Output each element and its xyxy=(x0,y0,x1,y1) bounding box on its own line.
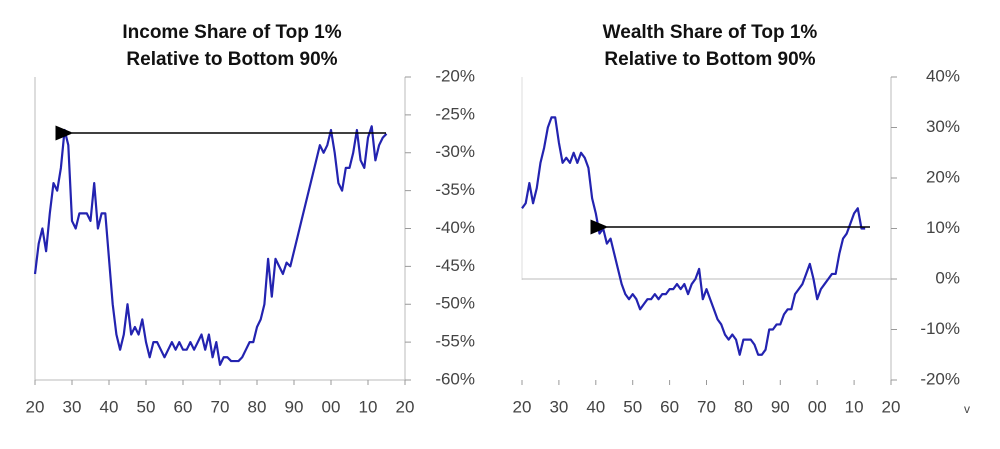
x-tick-label: 20 xyxy=(396,397,415,416)
x-tick-label: 70 xyxy=(697,397,716,416)
y-tick-label: 30% xyxy=(926,117,960,136)
x-tick-label: 20 xyxy=(882,397,901,416)
x-tick-label: 40 xyxy=(586,397,605,416)
y-tick-label: -35% xyxy=(435,180,475,199)
data-line xyxy=(521,116,866,356)
y-tick-label: 10% xyxy=(926,218,960,237)
y-tick-label: 40% xyxy=(926,66,960,85)
x-tick-label: 80 xyxy=(248,397,267,416)
y-tick-label: -30% xyxy=(435,142,475,161)
x-tick-label: 80 xyxy=(734,397,753,416)
y-tick-label: -40% xyxy=(435,218,475,237)
x-tick-label: 50 xyxy=(137,397,156,416)
x-tick-label: 60 xyxy=(174,397,193,416)
x-tick-label: 00 xyxy=(322,397,341,416)
y-tick-label: -50% xyxy=(435,294,475,313)
x-tick-label: 30 xyxy=(549,397,568,416)
y-tick-label: -20% xyxy=(435,66,475,85)
x-tick-label: 40 xyxy=(100,397,119,416)
chart-title: Income Share of Top 1% xyxy=(122,22,341,43)
x-tick-label: 60 xyxy=(660,397,679,416)
x-tick-label: 10 xyxy=(845,397,864,416)
chart-title: Relative to Bottom 90% xyxy=(126,49,337,70)
x-tick-label: 00 xyxy=(808,397,827,416)
chart-title: Wealth Share of Top 1% xyxy=(603,22,818,43)
y-tick-label: -10% xyxy=(920,319,960,338)
y-tick-label: -60% xyxy=(435,369,475,388)
x-tick-label: 20 xyxy=(26,397,45,416)
chart-title: Relative to Bottom 90% xyxy=(604,49,815,70)
y-tick-label: 0% xyxy=(935,268,960,287)
y-tick-label: -25% xyxy=(435,104,475,123)
y-tick-label: -20% xyxy=(920,369,960,388)
x-tick-label: 30 xyxy=(63,397,82,416)
x-tick-label: 20 xyxy=(513,397,532,416)
x-tick-label: 70 xyxy=(211,397,230,416)
footer-mark: v xyxy=(964,402,970,416)
data-line xyxy=(33,125,388,366)
y-tick-label: 20% xyxy=(926,167,960,186)
x-tick-label: 90 xyxy=(285,397,304,416)
y-tick-label: -45% xyxy=(435,256,475,275)
y-tick-label: -55% xyxy=(435,332,475,351)
x-tick-label: 10 xyxy=(359,397,378,416)
x-tick-label: 50 xyxy=(623,397,642,416)
x-tick-label: 90 xyxy=(771,397,790,416)
